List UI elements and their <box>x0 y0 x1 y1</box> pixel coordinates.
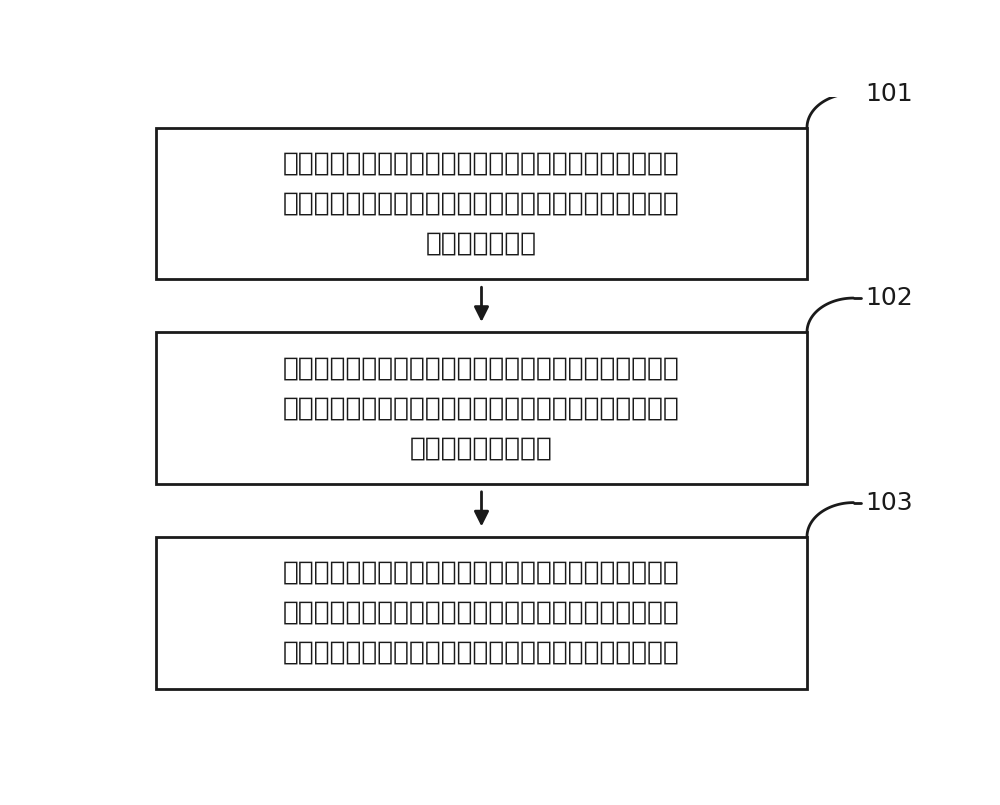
Text: 利用抽象语法树分析出业务系统中项目文件之间的正向依
赖关系，并为每一个项目文件建立正向依赖记录以表示所
述正向依赖关系: 利用抽象语法树分析出业务系统中项目文件之间的正向依 赖关系，并为每一个项目文件建… <box>283 151 680 257</box>
Text: 在对项目文件进行修改时，利用被修改项目文件的反向依
赖记录的属性逆向搜索项目文件，根据搜索到的项目文件
确定受影响的项目文件范围，并将其同步给测试处理流程: 在对项目文件进行修改时，利用被修改项目文件的反向依 赖记录的属性逆向搜索项目文件… <box>283 559 680 666</box>
Bar <box>156 537 807 688</box>
Bar <box>156 332 807 484</box>
Text: 102: 102 <box>865 286 913 310</box>
Bar <box>156 128 807 279</box>
Text: 103: 103 <box>865 490 913 514</box>
Text: 101: 101 <box>865 81 913 105</box>
Text: 遍历全局路径对象集合中所有的正向依赖记录的属性中的
存储路径，为每一个属性中的存储路径对应的第二项目文
件创建反向依赖记录: 遍历全局路径对象集合中所有的正向依赖记录的属性中的 存储路径，为每一个属性中的存… <box>283 355 680 461</box>
